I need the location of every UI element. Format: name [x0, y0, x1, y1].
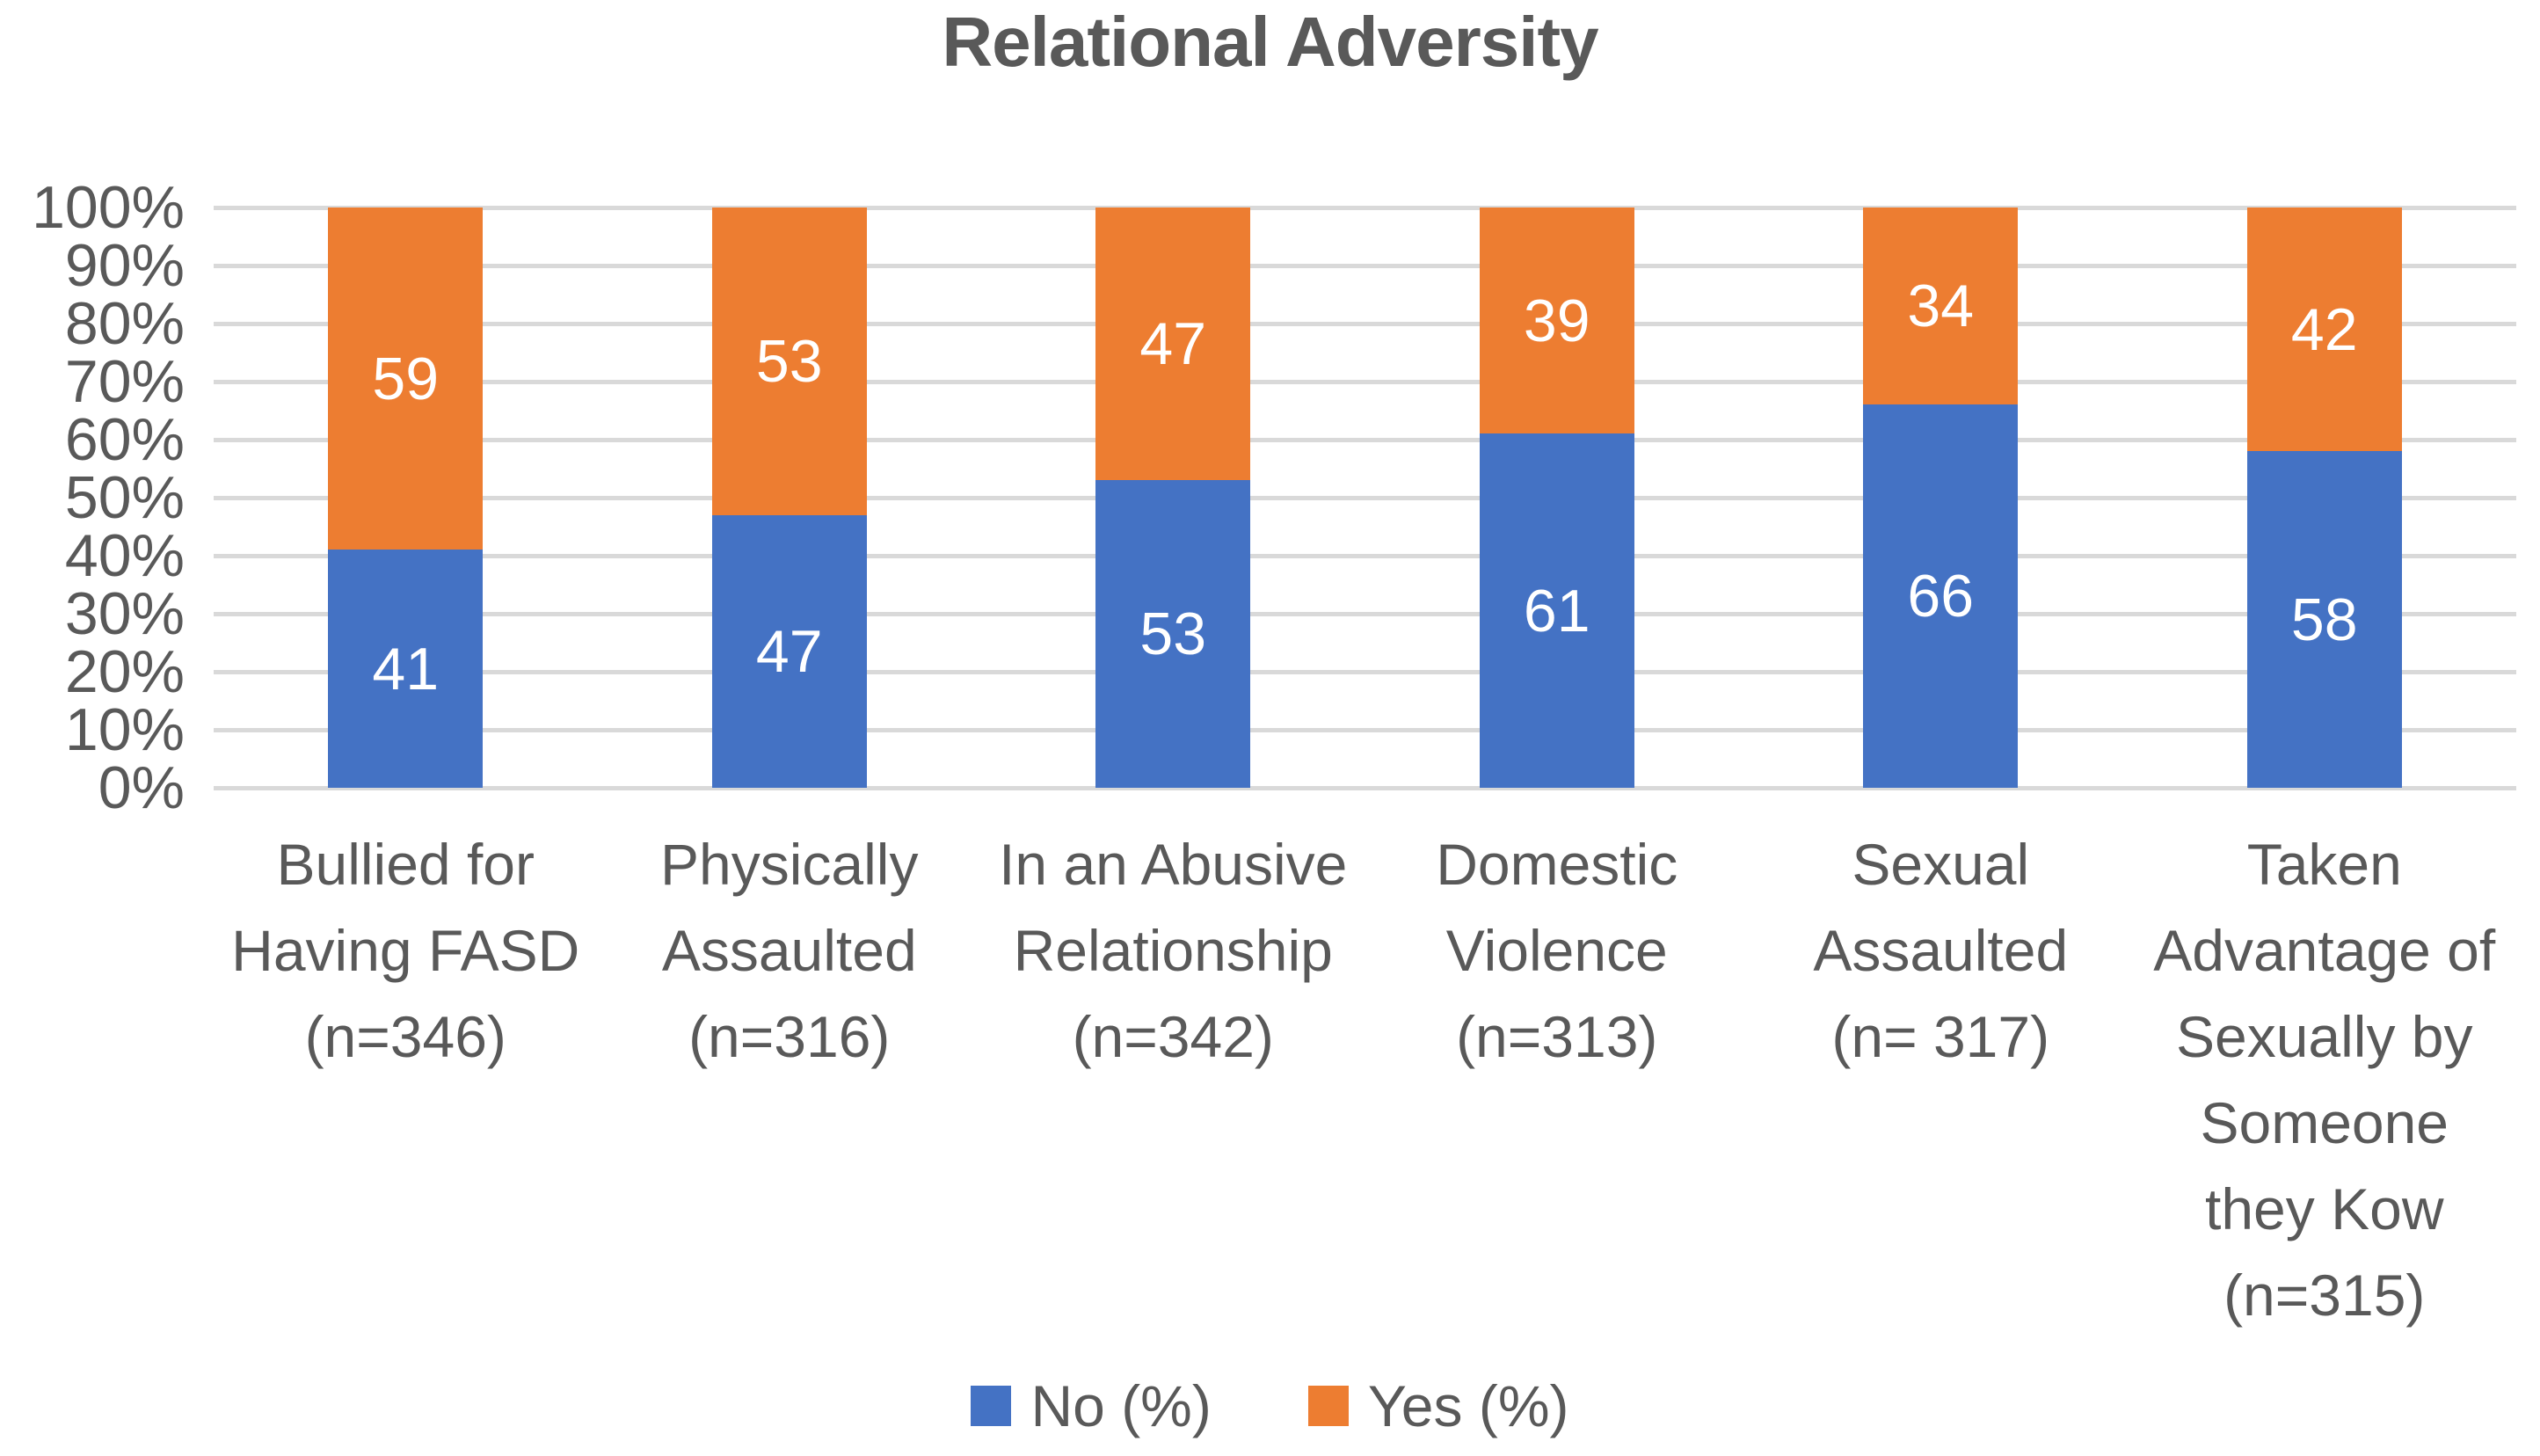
x-axis: Bullied for Having FASD (n=346) Physicall…: [214, 821, 2516, 1366]
gridline: [214, 554, 2516, 558]
bar-segment-yes: 34: [1863, 207, 2019, 405]
legend-swatch-no: [971, 1386, 1012, 1426]
gridline: [214, 206, 2516, 210]
y-axis-tick-label: 60%: [64, 406, 185, 473]
plot-area: 41 59 47 53 53 47 61 39 66 34 58 42: [214, 206, 2516, 790]
bar-value-label: 66: [1907, 563, 1975, 630]
bar-segment-yes: 53: [711, 207, 867, 515]
bar-value-label: 39: [1523, 287, 1590, 354]
y-axis-tick-label: 40%: [64, 522, 185, 589]
gridline: [214, 496, 2516, 500]
x-axis-category-label: Sexual Assaulted (n= 317): [1813, 832, 2069, 1069]
bar-value-label: 42: [2290, 295, 2358, 363]
y-axis-tick-label: 30%: [64, 580, 185, 647]
x-axis-category-label: Domestic Violence (n=313): [1436, 832, 1678, 1069]
bar-segment-no: 47: [711, 514, 867, 788]
chart-title: Relational Adversity: [942, 3, 1598, 81]
bar-segment-yes: 42: [2246, 207, 2402, 452]
bar-value-label: 58: [2290, 586, 2358, 653]
y-axis-tick-label: 90%: [64, 232, 185, 299]
bar-segment-yes: 39: [1479, 207, 1634, 434]
gridline: [214, 670, 2516, 674]
legend-label: Yes (%): [1367, 1373, 1569, 1438]
x-axis-category-label: In an Abusive Relationship (n=342): [999, 832, 1348, 1069]
bar-value-label: 47: [1139, 310, 1207, 378]
legend-label: No (%): [1030, 1373, 1212, 1438]
gridline: [214, 728, 2516, 732]
x-axis-category-label: Bullied for Having FASD (n=346): [231, 832, 580, 1069]
y-axis-tick-label: 10%: [64, 696, 185, 763]
bar-segment-no: 58: [2246, 451, 2402, 788]
bar-segment-no: 66: [1863, 404, 2019, 788]
legend: No (%) Yes (%): [0, 1377, 2540, 1435]
bar-segment-no: 41: [328, 550, 484, 788]
bar-value-label: 53: [1139, 601, 1207, 668]
x-axis-category-label: Physically Assaulted (n=316): [660, 832, 919, 1069]
legend-item-yes: Yes (%): [1307, 1373, 1569, 1438]
y-axis-tick-label: 70%: [64, 348, 185, 415]
bar-segment-no: 61: [1479, 433, 1634, 788]
legend-swatch-yes: [1307, 1386, 1349, 1426]
y-axis-tick-label: 100%: [32, 174, 185, 241]
bar-segment-yes: 59: [328, 207, 484, 550]
bar-value-label: 41: [372, 635, 440, 703]
gridline: [214, 438, 2516, 442]
x-axis-category-label: Taken Advantage of Sexually by Someone t…: [2153, 832, 2496, 1328]
bar-segment-yes: 47: [1095, 207, 1251, 481]
legend-item-no: No (%): [971, 1373, 1212, 1438]
bar-value-label: 61: [1523, 577, 1590, 644]
y-axis-tick-label: 20%: [64, 638, 185, 705]
bar-value-label: 59: [372, 345, 440, 412]
bar-value-label: 34: [1907, 273, 1975, 340]
y-axis-tick-label: 50%: [64, 464, 185, 531]
bar-value-label: 47: [755, 617, 823, 685]
y-axis-tick-label: 80%: [64, 290, 185, 357]
gridline: [214, 380, 2516, 384]
bar-segment-no: 53: [1095, 480, 1251, 788]
y-axis-tick-label: 0%: [98, 754, 185, 821]
gridline: [214, 612, 2516, 616]
gridline: [214, 264, 2516, 268]
gridline: [214, 786, 2516, 790]
y-axis: 100% 90% 80% 70% 60% 50% 40% 30% 20% 10% 0%: [0, 178, 185, 818]
gridline: [214, 322, 2516, 326]
bar-value-label: 53: [755, 327, 823, 395]
